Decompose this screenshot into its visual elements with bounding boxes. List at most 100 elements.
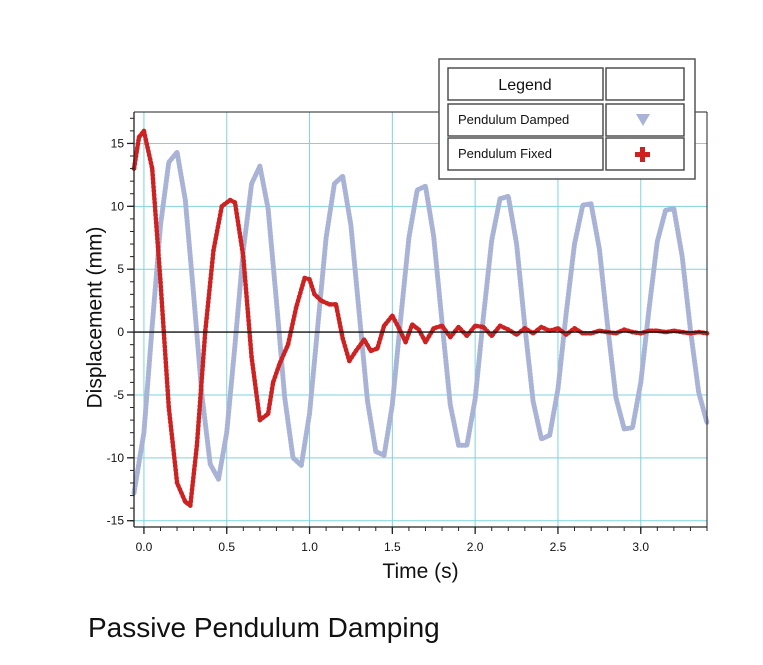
legend-label: Pendulum Fixed <box>458 146 552 161</box>
data-point-pendulum-damped <box>597 246 602 252</box>
data-point-pendulum-fixed <box>302 275 307 281</box>
data-point-pendulum-fixed <box>390 313 395 318</box>
data-point-pendulum-fixed <box>396 326 402 331</box>
data-point-pendulum-fixed <box>416 327 422 332</box>
data-point-pendulum-damped <box>431 234 436 239</box>
data-point-pendulum-damped <box>439 319 445 325</box>
data-point-pendulum-fixed <box>294 304 299 310</box>
data-point-pendulum-damped <box>423 183 428 189</box>
data-point-pendulum-damped <box>588 201 594 207</box>
data-point-pendulum-fixed <box>621 327 627 332</box>
x-tick-label: 2.5 <box>550 540 567 554</box>
data-point-pendulum-damped <box>174 150 180 155</box>
data-point-pendulum-fixed <box>270 380 276 385</box>
data-point-pendulum-damped <box>621 426 627 432</box>
data-point-pendulum-damped <box>249 181 254 186</box>
data-point-pendulum-damped <box>274 298 279 303</box>
data-point-pendulum-damped <box>580 202 585 208</box>
data-point-pendulum-fixed <box>361 337 367 342</box>
y-tick-label: 0 <box>117 325 124 339</box>
data-point-pendulum-fixed <box>506 327 511 332</box>
data-point-pendulum-damped <box>655 239 660 244</box>
data-point-pendulum-damped <box>679 254 685 259</box>
data-point-pendulum-fixed <box>327 302 332 307</box>
data-point-pendulum-fixed <box>312 292 317 297</box>
data-point-pendulum-fixed <box>522 326 528 331</box>
data-point-pendulum-damped <box>506 194 511 199</box>
data-point-pendulum-damped <box>365 399 370 404</box>
data-point-pendulum-damped <box>539 436 544 442</box>
y-tick-label: 5 <box>117 262 124 276</box>
data-point-pendulum-fixed <box>265 411 271 417</box>
data-point-pendulum-damped <box>315 323 321 328</box>
data-point-pendulum-damped <box>373 449 378 454</box>
data-point-pendulum-damped <box>696 390 701 395</box>
data-point-pendulum-fixed <box>472 323 478 328</box>
data-point-pendulum-damped <box>357 311 362 316</box>
data-point-pendulum-damped <box>290 455 296 461</box>
data-point-pendulum-damped <box>456 443 461 448</box>
y-tick-label: -5 <box>113 388 124 402</box>
series-line-pendulum-damped <box>131 149 710 496</box>
data-point-pendulum-damped <box>605 323 610 328</box>
data-point-pendulum-fixed <box>403 339 408 345</box>
data-point-pendulum-fixed <box>489 333 494 339</box>
data-point-pendulum-damped <box>464 443 470 448</box>
data-point-pendulum-damped <box>381 453 387 458</box>
data-point-pendulum-damped <box>323 235 329 240</box>
data-point-pendulum-fixed <box>423 339 428 345</box>
y-axis-label: Displacement (mm) <box>84 226 107 408</box>
data-point-pendulum-damped <box>572 241 577 247</box>
data-point-pendulum-damped <box>547 432 552 438</box>
data-point-pendulum-damped <box>671 206 677 212</box>
data-point-pendulum-fixed <box>514 332 519 337</box>
data-point-pendulum-damped <box>638 380 643 385</box>
legend-title-symbol-cell <box>605 67 685 101</box>
legend-row-cell <box>447 137 604 171</box>
data-point-pendulum-fixed <box>410 322 415 327</box>
data-point-pendulum-damped <box>489 238 494 243</box>
data-point-pendulum-damped <box>282 395 287 400</box>
legend-title: Legend <box>498 77 551 94</box>
data-point-pendulum-fixed <box>448 334 453 340</box>
x-tick-label: 1.5 <box>384 540 401 554</box>
triangle-down-icon <box>636 114 650 126</box>
data-point-pendulum-fixed <box>241 254 246 259</box>
y-tick-label: 10 <box>111 199 125 213</box>
data-point-pendulum-damped <box>497 196 503 201</box>
data-point-pendulum-damped <box>481 314 486 320</box>
data-point-pendulum-damped <box>158 222 163 228</box>
x-tick-label: 0.5 <box>218 540 235 554</box>
figure-caption: Passive Pendulum Damping <box>88 612 440 643</box>
data-point-pendulum-damped <box>224 430 229 435</box>
data-point-pendulum-damped <box>183 197 188 203</box>
data-point-pendulum-damped <box>332 181 337 186</box>
data-point-pendulum-damped <box>613 395 619 400</box>
data-point-pendulum-fixed <box>464 333 470 339</box>
data-point-pendulum-fixed <box>353 348 359 354</box>
data-point-pendulum-fixed <box>285 342 291 347</box>
legend-title-cell <box>447 67 604 101</box>
data-point-pendulum-fixed <box>277 361 282 366</box>
data-point-pendulum-fixed <box>136 134 142 140</box>
data-point-pendulum-fixed <box>249 355 254 360</box>
data-point-pendulum-fixed <box>188 503 193 508</box>
data-point-pendulum-fixed <box>183 499 188 505</box>
data-point-pendulum-fixed <box>572 326 577 331</box>
data-point-pendulum-fixed <box>439 323 445 328</box>
data-point-pendulum-fixed <box>333 302 339 307</box>
x-tick-label: 2.0 <box>467 540 484 554</box>
data-point-pendulum-damped <box>688 327 693 332</box>
data-point-pendulum-fixed <box>211 248 216 253</box>
data-point-pendulum-fixed <box>381 323 387 328</box>
data-point-pendulum-fixed <box>232 200 238 205</box>
data-point-pendulum-damped <box>232 342 238 347</box>
data-point-pendulum-fixed <box>158 279 163 284</box>
data-point-pendulum-damped <box>307 411 312 417</box>
data-point-pendulum-fixed <box>555 326 561 331</box>
data-point-pendulum-damped <box>448 402 453 408</box>
data-point-pendulum-fixed <box>174 480 180 486</box>
data-point-pendulum-fixed <box>219 204 224 209</box>
data-point-pendulum-damped <box>414 187 420 193</box>
data-point-pendulum-damped <box>398 317 403 322</box>
